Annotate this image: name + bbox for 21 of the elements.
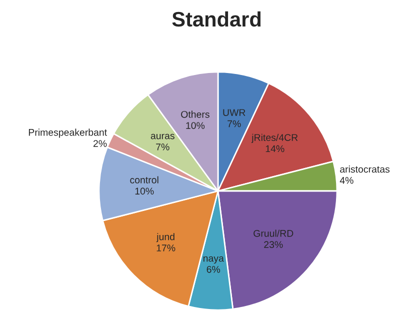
data-label: 7% bbox=[156, 144, 170, 150]
data-label: 2% bbox=[93, 140, 107, 147]
slice-label: auras bbox=[150, 134, 174, 140]
slice-label: jund bbox=[156, 233, 174, 242]
data-label: 4% bbox=[340, 176, 354, 184]
slice-label: Others bbox=[181, 110, 210, 118]
data-label: 14% bbox=[266, 145, 284, 152]
slice-label: aristocratas bbox=[340, 166, 390, 173]
data-label: 10% bbox=[135, 188, 154, 195]
chart-title: Standard bbox=[172, 11, 261, 27]
data-label: 7% bbox=[228, 120, 241, 128]
data-label: 10% bbox=[186, 122, 205, 129]
data-label: 23% bbox=[264, 241, 283, 248]
slice-label: control bbox=[130, 176, 158, 184]
slice-label: naya bbox=[203, 256, 224, 264]
slice-label: UWR bbox=[223, 109, 246, 116]
slice-label: Primespeakerbant bbox=[28, 128, 107, 138]
slice-label: jRites/4CR bbox=[251, 134, 298, 143]
slice-label: Gruul/RD bbox=[254, 230, 294, 237]
data-label: 6% bbox=[206, 266, 220, 273]
data-label: 17% bbox=[156, 244, 176, 252]
